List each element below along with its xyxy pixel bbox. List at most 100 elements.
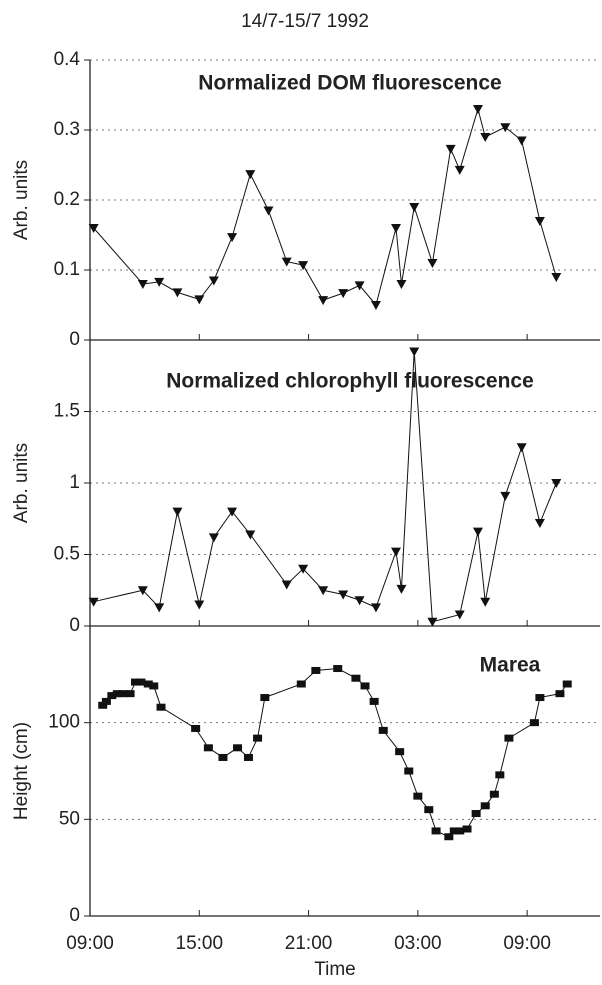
marker — [149, 682, 159, 690]
marker — [396, 280, 407, 289]
marker — [360, 682, 370, 690]
marker — [338, 590, 349, 600]
marker — [409, 347, 420, 357]
marker — [245, 530, 256, 540]
x-axis-label: Time — [314, 959, 356, 980]
marker — [298, 564, 309, 574]
marker — [391, 224, 401, 233]
marker — [318, 296, 329, 306]
data-line — [102, 668, 568, 838]
marker — [136, 678, 146, 686]
marker — [354, 596, 365, 606]
marker — [354, 281, 365, 291]
marker — [263, 206, 274, 216]
chart-title: 14/7-15/7 1992 — [241, 11, 369, 32]
marker — [431, 827, 441, 835]
marker — [529, 719, 539, 727]
marker — [555, 690, 565, 698]
marker — [535, 694, 545, 702]
panel-title: Marea — [480, 654, 541, 677]
x-tick-label: 15:00 — [176, 933, 224, 954]
marker — [427, 259, 438, 268]
marker — [551, 479, 562, 488]
x-tick-label: 09:00 — [503, 933, 551, 954]
marker — [449, 827, 459, 835]
y-axis-label: Height (cm) — [11, 722, 32, 820]
marker — [194, 600, 205, 610]
y-axis-label: Arb. units — [11, 443, 32, 523]
x-tick-label: 03:00 — [394, 933, 442, 954]
marker — [445, 144, 456, 154]
marker — [233, 744, 243, 752]
y-tick-label: 100 — [48, 712, 80, 733]
marker — [454, 165, 465, 175]
y-tick-label: 0.2 — [54, 189, 80, 210]
y-tick-label: 1 — [69, 472, 80, 493]
marker — [391, 547, 401, 557]
marker — [318, 586, 329, 596]
marker — [370, 603, 381, 613]
marker — [137, 280, 148, 289]
marker — [444, 833, 454, 841]
y-tick-label: 0 — [69, 329, 80, 350]
marker — [88, 224, 99, 233]
marker — [370, 301, 381, 310]
marker — [227, 507, 238, 517]
y-tick-label: 0.5 — [54, 544, 80, 565]
marker — [413, 792, 423, 800]
y-tick-label: 0 — [69, 905, 80, 926]
marker — [409, 203, 420, 212]
marker — [311, 666, 321, 674]
marker — [253, 734, 263, 742]
marker — [227, 233, 238, 243]
marker — [404, 767, 414, 775]
marker — [378, 726, 388, 734]
marker — [516, 443, 527, 453]
marker — [395, 748, 405, 756]
marker — [156, 703, 166, 711]
marker — [125, 690, 135, 698]
y-tick-label: 1.5 — [54, 401, 80, 422]
marker — [118, 690, 128, 698]
marker — [504, 734, 514, 742]
marker — [351, 674, 361, 682]
marker — [143, 680, 153, 688]
marker — [462, 825, 472, 833]
y-tick-label: 0.3 — [54, 119, 80, 140]
marker — [455, 827, 465, 835]
marker — [98, 701, 108, 709]
marker — [88, 597, 99, 607]
marker — [245, 170, 256, 180]
marker — [369, 697, 379, 705]
x-tick-label: 09:00 — [66, 933, 114, 954]
marker — [260, 694, 270, 702]
marker — [489, 790, 499, 798]
panel-title: Normalized DOM fluorescence — [198, 72, 501, 95]
marker — [424, 806, 434, 814]
y-tick-label: 0 — [69, 615, 80, 636]
marker — [551, 273, 562, 282]
marker — [172, 507, 183, 517]
marker — [472, 527, 483, 537]
marker — [454, 610, 465, 620]
marker — [500, 123, 511, 133]
marker — [203, 744, 213, 752]
marker — [338, 289, 349, 299]
panel-title: Normalized chlorophyll fluorescence — [166, 370, 534, 393]
marker — [208, 533, 219, 543]
marker — [472, 105, 483, 114]
marker — [107, 692, 117, 700]
marker — [534, 217, 545, 226]
marker — [154, 603, 165, 613]
x-tick-label: 21:00 — [285, 933, 333, 954]
marker — [194, 295, 205, 305]
marker — [281, 257, 292, 267]
y-axis-label: Arb. units — [11, 160, 32, 240]
marker — [480, 133, 491, 142]
y-tick-label: 0.1 — [54, 259, 80, 280]
marker — [172, 288, 183, 298]
marker — [281, 580, 292, 590]
marker — [112, 690, 122, 698]
marker — [495, 771, 505, 779]
